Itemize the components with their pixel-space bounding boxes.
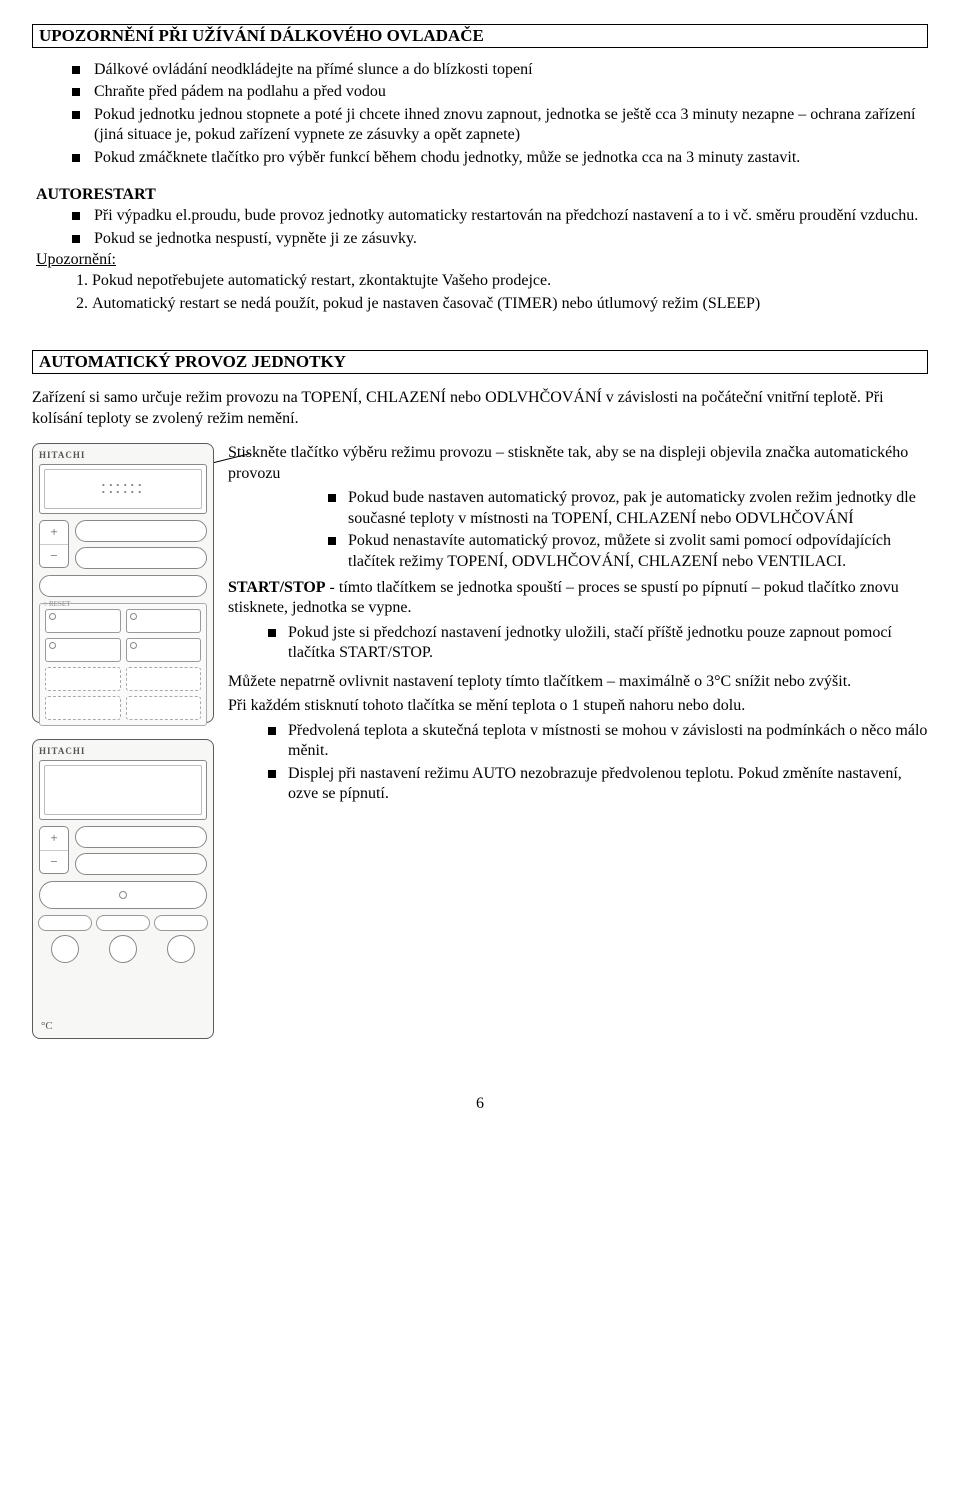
oval-button — [75, 547, 207, 569]
remote-screen: ∷∷∷ — [39, 464, 207, 514]
temp-up-down: + − — [39, 826, 69, 874]
plus-icon: + — [40, 827, 68, 851]
instructions-column: Stiskněte tlačítko výběru režimu provozu… — [228, 443, 928, 809]
start-stop-button — [39, 881, 207, 909]
heading-auto-operation: AUTOMATICKÝ PROVOZ JEDNOTKY — [32, 350, 928, 374]
oval-button-wide — [39, 575, 207, 597]
list-item: Pokud nepotřebujete automatický restart,… — [92, 271, 928, 291]
list-item: Displej při nastavení režimu AUTO nezobr… — [288, 764, 928, 805]
screen-dots: ∷∷∷ — [101, 479, 144, 500]
list-item: Chraňte před pádem na podlahu a před vod… — [94, 82, 928, 102]
square-button — [126, 638, 202, 662]
square-button-dashed — [126, 696, 202, 720]
brand-label: HITACHI — [39, 450, 207, 460]
remote-closed: HITACHI + − — [32, 739, 214, 1039]
small-oval — [154, 915, 208, 931]
page-number: 6 — [32, 1095, 928, 1113]
oval-button — [75, 520, 207, 542]
square-button — [45, 638, 121, 662]
oval-button — [75, 826, 207, 848]
start-stop-label: START/STOP — [228, 579, 326, 596]
temp-notes-list: Předvolená teplota a skutečná teplota v … — [228, 721, 928, 805]
square-button — [126, 609, 202, 633]
square-button — [45, 609, 121, 633]
small-oval — [38, 915, 92, 931]
heading-autorestart: AUTORESTART — [36, 186, 928, 204]
list-item: Při výpadku el.proudu, bude provoz jedno… — [94, 206, 928, 226]
list-item: Předvolená teplota a skutečná teplota v … — [288, 721, 928, 762]
square-button-dashed — [45, 696, 121, 720]
autorestart-list: Při výpadku el.proudu, bude provoz jedno… — [32, 206, 928, 249]
warnings-list: Dálkové ovládání neodkládejte na přímé s… — [32, 60, 928, 168]
heading-warnings: UPOZORNĚNÍ PŘI UŽÍVÁNÍ DÁLKOVÉHO OVLADAČ… — [32, 24, 928, 48]
temp-para-2: Při každém stisknutí tohoto tlačítka se … — [228, 696, 928, 716]
remote-screen — [39, 760, 207, 820]
start-stop-text: - tímto tlačítkem se jednotka spouští – … — [228, 579, 899, 616]
list-item: Pokud nenastavíte automatický provoz, mů… — [348, 531, 928, 572]
temp-up-down: + − — [39, 520, 69, 568]
list-item: Pokud zmáčknete tlačítko pro výběr funkc… — [94, 148, 928, 168]
plus-icon: + — [40, 521, 68, 545]
list-item: Pokud bude nastaven automatický provoz, … — [348, 488, 928, 529]
button-grid — [39, 603, 207, 726]
press-sub-list: Pokud bude nastaven automatický provoz, … — [228, 488, 928, 572]
deg-c-label: °C — [41, 1020, 53, 1032]
list-item: Pokud jednotku jednou stopnete a poté ji… — [94, 105, 928, 146]
square-button-dashed — [126, 667, 202, 691]
list-item: Automatický restart se nedá použít, poku… — [92, 294, 928, 314]
remote-illustrations: HITACHI ∷∷∷ + − — [32, 443, 214, 1055]
small-oval — [96, 915, 150, 931]
square-button-dashed — [45, 667, 121, 691]
list-item: Pokud jste si předchozí nastavení jednot… — [288, 623, 928, 664]
circle-button — [167, 935, 195, 963]
reset-label: ○ RESET — [43, 600, 70, 608]
brand-label: HITACHI — [39, 746, 207, 756]
minus-icon: − — [40, 545, 68, 568]
circle-button — [51, 935, 79, 963]
start-stop-paragraph: START/STOP - tímto tlačítkem se jednotka… — [228, 578, 928, 619]
list-item: Pokud se jednotka nespustí, vypněte ji z… — [94, 229, 928, 249]
press-instruction: Stiskněte tlačítko výběru režimu provozu… — [228, 443, 928, 484]
saved-setting-list: Pokud jste si předchozí nastavení jednot… — [228, 623, 928, 664]
two-column-layout: HITACHI ∷∷∷ + − — [32, 443, 928, 1055]
remote-open: HITACHI ∷∷∷ + − — [32, 443, 214, 723]
temp-para-1: Můžete nepatrně ovlivnit nastavení teplo… — [228, 672, 928, 692]
oval-button — [75, 853, 207, 875]
auto-intro: Zařízení si samo určuje režim provozu na… — [32, 388, 928, 429]
bottom-row — [39, 915, 207, 963]
minus-icon: − — [40, 851, 68, 874]
circle-button — [109, 935, 137, 963]
notice-label: Upozornění: — [36, 251, 928, 269]
notice-list: Pokud nepotřebujete automatický restart,… — [62, 271, 928, 314]
list-item: Dálkové ovládání neodkládejte na přímé s… — [94, 60, 928, 80]
